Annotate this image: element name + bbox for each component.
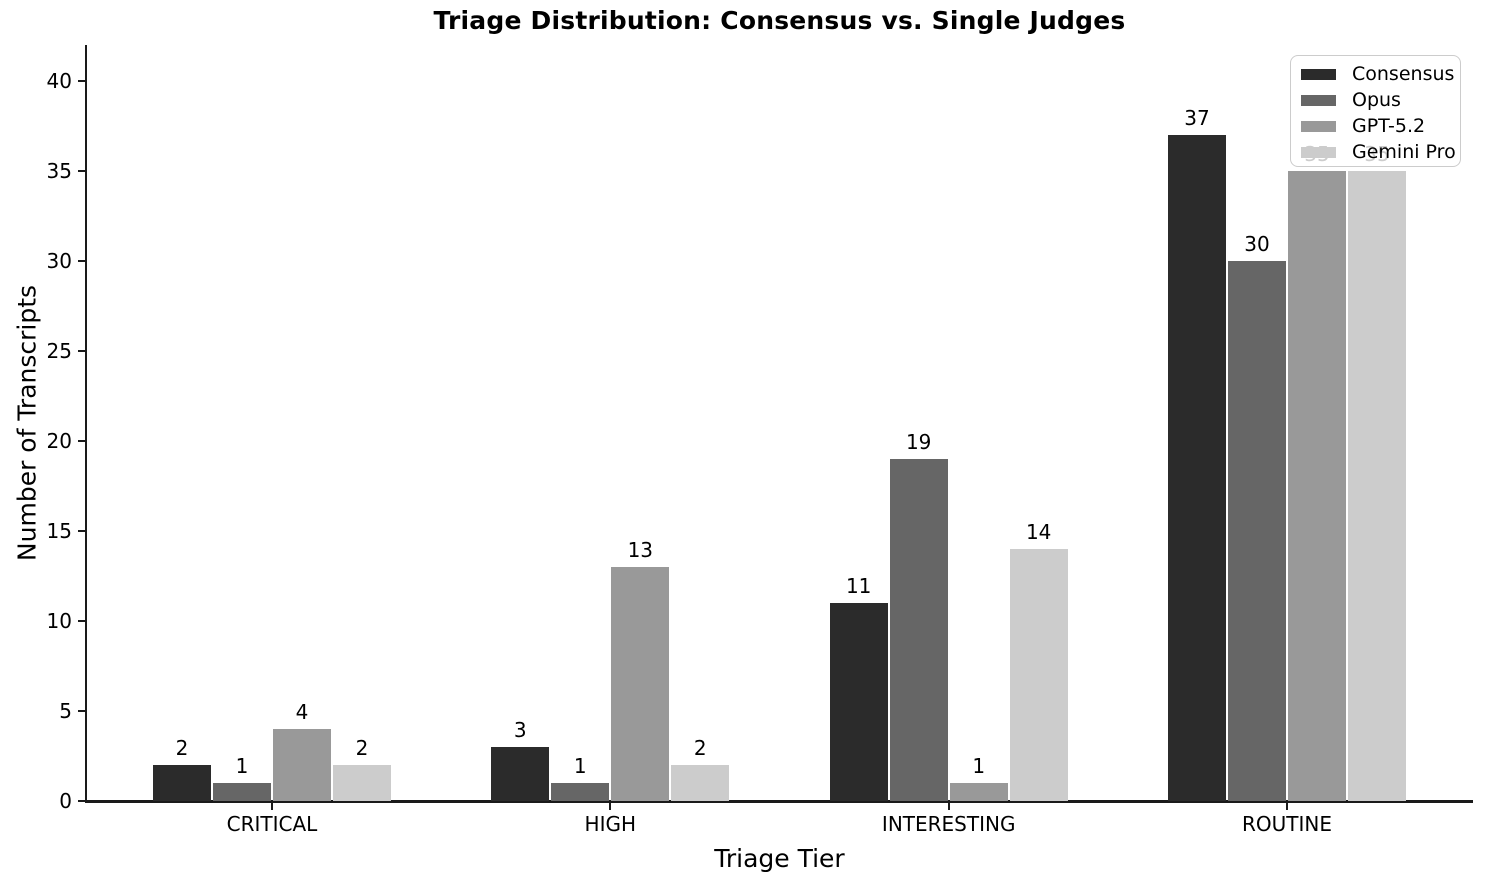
- y-tick-mark: [78, 710, 87, 712]
- y-tick-label: 40: [46, 69, 72, 93]
- legend-swatch-icon: [1301, 94, 1336, 106]
- y-axis-label: Number of Transcripts: [12, 284, 42, 562]
- x-tick-label-interesting: INTERESTING: [881, 812, 1016, 836]
- legend-item: Opus: [1301, 87, 1450, 113]
- bar-value-label: 2: [355, 736, 369, 760]
- bar-gpt-5-2: [611, 567, 670, 801]
- x-tick-label-critical: CRITICAL: [226, 812, 318, 836]
- legend: Consensus Opus GPT-5.2 Gemini Pro: [1290, 55, 1461, 167]
- y-axis-spine: [85, 45, 87, 803]
- bar-value-label: 4: [295, 700, 309, 724]
- legend-swatch-icon: [1301, 120, 1336, 132]
- y-tick-mark: [78, 260, 87, 262]
- y-tick-label: 35: [46, 159, 72, 183]
- y-tick-label: 0: [59, 789, 72, 813]
- bar-value-label: 2: [175, 736, 189, 760]
- bar-gemini-pro: [333, 765, 391, 801]
- y-tick-label: 15: [46, 519, 72, 543]
- chart-title: Triage Distribution: Consensus vs. Singl…: [433, 6, 1126, 35]
- y-tick-mark: [78, 350, 87, 352]
- legend-items: Consensus Opus GPT-5.2 Gemini Pro: [1301, 61, 1456, 165]
- bar-value-label: 2: [693, 736, 707, 760]
- legend-label: Opus: [1352, 89, 1401, 111]
- bar-opus: [213, 783, 271, 801]
- legend-label: GPT-5.2: [1352, 115, 1426, 137]
- x-tick-mark: [271, 801, 273, 810]
- bar-gemini-pro: [1009, 549, 1068, 801]
- x-axis-label: Triage Tier: [714, 844, 845, 873]
- bar-gpt-5-2: [273, 729, 331, 801]
- bar-value-label: 1: [972, 754, 986, 778]
- bar-consensus: [153, 765, 211, 801]
- bar-opus: [551, 783, 610, 801]
- y-tick-mark: [78, 620, 87, 622]
- legend-label: Gemini Pro: [1352, 141, 1456, 163]
- y-tick-mark: [78, 440, 87, 442]
- y-tick-label: 10: [46, 609, 72, 633]
- y-tick-mark: [78, 800, 87, 802]
- x-tick-label-routine: ROUTINE: [1242, 812, 1332, 836]
- x-axis-spine: [85, 800, 1473, 803]
- bar-value-label: 1: [235, 754, 249, 778]
- bar-consensus: [491, 747, 550, 801]
- legend-swatch-icon: [1301, 68, 1336, 80]
- y-tick-mark: [78, 80, 87, 82]
- bar-gemini-pro: [1348, 171, 1406, 801]
- legend-item: Consensus: [1301, 61, 1454, 87]
- y-tick-label: 20: [46, 429, 72, 453]
- bar-value-label: 3: [513, 718, 527, 742]
- bar-gpt-5-2: [949, 783, 1008, 801]
- x-tick-mark: [609, 801, 612, 810]
- y-tick-label: 30: [46, 249, 72, 273]
- bar-opus: [889, 459, 948, 801]
- bar-gemini-pro: [671, 765, 730, 801]
- bar-value-label: 37: [1184, 106, 1210, 130]
- legend-item: GPT-5.2: [1301, 113, 1450, 139]
- bar-value-label: 30: [1244, 232, 1270, 256]
- legend-label: Consensus: [1352, 63, 1455, 85]
- bar-value-label: 13: [627, 538, 654, 562]
- bar-consensus: [829, 603, 888, 801]
- legend-item: Gemini Pro: [1301, 139, 1456, 165]
- bar-value-label: 1: [573, 754, 587, 778]
- x-tick-mark: [947, 801, 950, 810]
- bar-opus: [1228, 261, 1286, 801]
- y-tick-label: 25: [46, 339, 72, 363]
- bar-value-label: 19: [905, 430, 932, 454]
- y-tick-mark: [78, 530, 87, 532]
- bar-value-label: 14: [1025, 520, 1052, 544]
- bar-consensus: [1168, 135, 1226, 801]
- bar-gpt-5-2: [1288, 171, 1346, 801]
- y-tick-label: 5: [59, 699, 72, 723]
- y-tick-mark: [78, 170, 87, 172]
- bar-value-label: 11: [845, 574, 872, 598]
- legend-swatch-icon: [1301, 146, 1336, 158]
- x-tick-label-high: HIGH: [584, 812, 637, 836]
- x-tick-mark: [1286, 801, 1288, 810]
